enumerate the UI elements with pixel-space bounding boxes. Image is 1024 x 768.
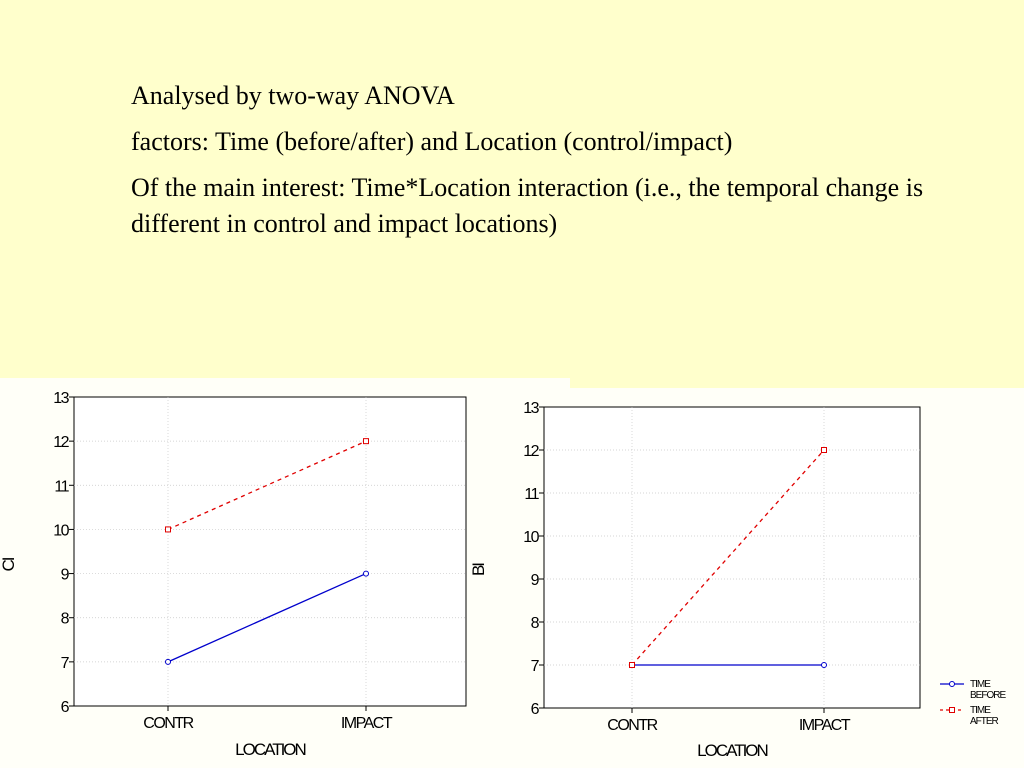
chart1-xtick-label: IMPACT: [341, 715, 393, 732]
chart1-ytick-label: 9: [61, 567, 70, 584]
chart2-series-line-2: [631, 449, 825, 666]
chart2-xtick-label: IMPACT: [799, 717, 851, 734]
chart2-ytick-label: 12: [523, 443, 539, 460]
chart1-xtick-label: CONTR: [143, 715, 193, 732]
chart1-plot-frame: [73, 396, 467, 707]
chart1-point-2-2: [363, 438, 369, 445]
chart1-ytick-label: 10: [53, 522, 69, 539]
chart1-ytick-label: 7: [61, 655, 70, 672]
charts-area-notch: [570, 378, 1024, 388]
chart1-ytick-label: 8: [61, 611, 70, 628]
legend-label-2-a: TIME: [970, 705, 991, 716]
legend-label-1-b: BEFORE: [970, 690, 1006, 701]
chart2-ytick-label: 6: [531, 701, 540, 718]
chart2-point-1-2: [821, 662, 827, 668]
chart2-point-2-2: [821, 447, 827, 453]
chart2-ytick-label: 11: [524, 486, 539, 503]
chart1-series-line-1: [167, 572, 367, 663]
chart1-ytick-label: 13: [53, 390, 69, 407]
legend-label-2-b: AFTER: [970, 716, 999, 727]
text-line-interest: Of the main interest: Time*Location inte…: [131, 173, 924, 238]
legend-marker-2: [949, 707, 955, 713]
chart2-ytick-label: 10: [523, 529, 539, 546]
chart2-plot-frame: [543, 406, 921, 709]
legend-label-1-a: TIME: [970, 679, 991, 690]
chart1-point-1-1: [165, 658, 171, 665]
chart2-ytick-label: 8: [531, 615, 540, 632]
slide-text: Analysed by two-way ANOVA factors: Time …: [131, 78, 931, 252]
chart2-xtick-label: CONTR: [607, 717, 657, 734]
chart2-point-2-1: [629, 662, 635, 668]
chart1-point-1-2: [363, 570, 369, 577]
chart1-point-2-1: [165, 526, 171, 533]
text-line-factors: factors: Time (before/after) and Locatio…: [131, 127, 733, 156]
chart2-xlabel: LOCATION: [697, 741, 767, 760]
chart1-ytick-label: 6: [61, 699, 70, 716]
text-line-anova: Analysed by two-way ANOVA: [131, 81, 455, 110]
chart1-xlabel: LOCATION: [235, 740, 305, 759]
chart1-ytick-label: 12: [53, 434, 69, 451]
chart2-ytick-label: 7: [531, 658, 540, 675]
chart1-ylabel: CI: [0, 557, 18, 571]
chart2-ytick-label: 9: [531, 572, 540, 589]
chart2-ylabel: BI: [469, 563, 488, 576]
chart2-ytick-label: 13: [523, 400, 539, 417]
legend-marker-1: [949, 681, 955, 687]
chart1-ytick-label: 11: [54, 478, 69, 495]
